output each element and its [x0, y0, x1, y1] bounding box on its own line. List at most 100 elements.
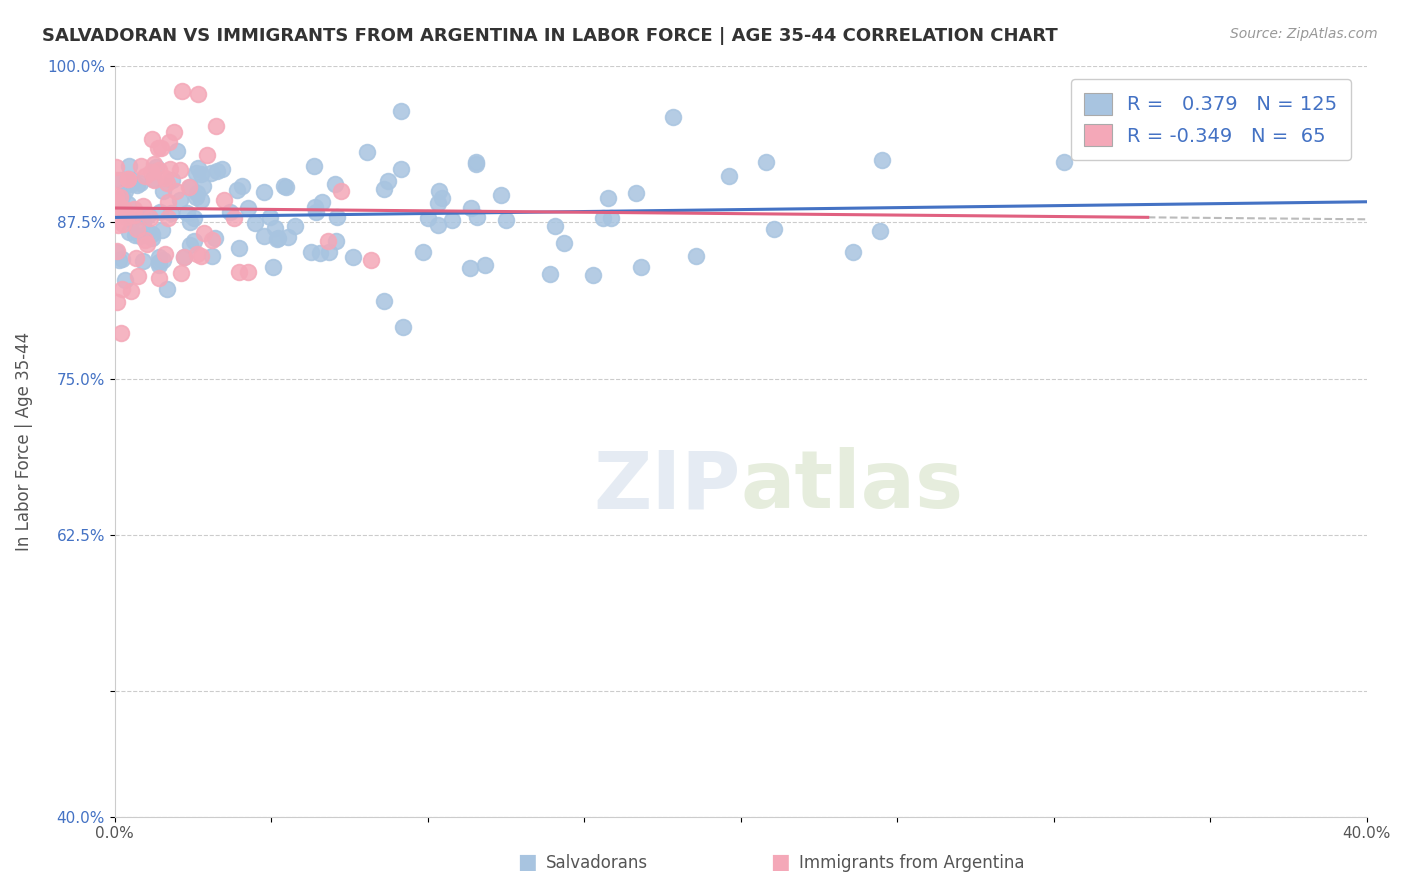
Point — [128, 228, 150, 243]
Point — [118, 225, 141, 239]
Point — [131, 253, 153, 268]
Point — [179, 179, 201, 194]
Point — [212, 193, 235, 207]
Point — [136, 208, 159, 222]
Text: Immigrants from Argentina: Immigrants from Argentina — [799, 855, 1024, 872]
Point — [190, 249, 212, 263]
Point — [219, 205, 242, 219]
Point — [127, 221, 149, 235]
Point — [160, 205, 183, 219]
Point — [326, 210, 349, 224]
Point — [173, 250, 195, 264]
Point — [325, 234, 347, 248]
Point — [159, 135, 181, 149]
Point — [105, 244, 128, 259]
Text: atlas: atlas — [741, 447, 965, 525]
Point — [342, 250, 364, 264]
Point — [299, 244, 322, 259]
Point — [124, 228, 146, 243]
Point — [134, 169, 156, 183]
Point — [177, 179, 200, 194]
Point — [465, 157, 488, 171]
Point — [124, 202, 146, 217]
Point — [141, 132, 163, 146]
Point — [166, 145, 188, 159]
Point — [495, 213, 517, 227]
Point — [110, 326, 132, 340]
Point — [142, 173, 165, 187]
Point — [125, 251, 148, 265]
Point — [360, 252, 382, 267]
Point — [599, 211, 621, 226]
Point — [107, 218, 129, 232]
Point — [141, 231, 163, 245]
Point — [165, 184, 187, 198]
Point — [169, 194, 191, 208]
Point — [427, 184, 450, 198]
Point — [136, 236, 159, 251]
Point — [148, 258, 170, 272]
Point — [187, 161, 209, 176]
Point — [430, 191, 453, 205]
Point — [356, 145, 378, 160]
Point — [412, 245, 434, 260]
Point — [131, 209, 153, 223]
Point — [169, 266, 191, 280]
Point — [115, 210, 138, 224]
Point — [163, 125, 186, 139]
Point — [190, 193, 212, 207]
Point — [538, 267, 561, 281]
Text: ■: ■ — [517, 853, 537, 872]
Point — [553, 236, 575, 251]
Point — [145, 160, 167, 174]
Point — [426, 196, 449, 211]
Point — [148, 163, 170, 178]
Point — [598, 191, 620, 205]
Point — [148, 271, 170, 285]
Point — [308, 246, 330, 260]
Point — [458, 261, 481, 276]
Point — [117, 197, 139, 211]
Point — [138, 211, 160, 225]
Point — [582, 268, 605, 282]
Legend: R =   0.379   N = 125, R = -0.349   N =  65: R = 0.379 N = 125, R = -0.349 N = 65 — [1071, 79, 1351, 160]
Point — [105, 294, 128, 309]
Point — [311, 194, 333, 209]
Point — [243, 216, 266, 230]
Point — [186, 246, 208, 260]
Point — [416, 211, 439, 226]
Point — [139, 165, 162, 179]
Point — [630, 260, 652, 275]
Point — [305, 205, 328, 219]
Point — [236, 265, 259, 279]
Point — [323, 178, 346, 192]
Point — [179, 214, 201, 228]
Point — [253, 185, 276, 199]
Point — [330, 184, 353, 198]
Point — [426, 218, 449, 232]
Point — [200, 166, 222, 180]
Point — [149, 204, 172, 219]
Point — [373, 294, 395, 309]
Point — [872, 153, 894, 168]
Point — [491, 187, 513, 202]
Text: Salvadorans: Salvadorans — [546, 855, 648, 872]
Point — [136, 226, 159, 240]
Point — [179, 237, 201, 252]
Point — [127, 268, 149, 283]
Point — [201, 249, 224, 263]
Point — [159, 161, 181, 176]
Point — [304, 159, 326, 173]
Point — [127, 178, 149, 193]
Point — [755, 154, 778, 169]
Point — [460, 201, 482, 215]
Point — [183, 235, 205, 249]
Point — [120, 284, 142, 298]
Point — [186, 166, 208, 180]
Point — [228, 265, 250, 279]
Point — [318, 244, 340, 259]
Point — [132, 215, 155, 229]
Point — [273, 179, 295, 194]
Point — [142, 172, 165, 186]
Point — [253, 228, 276, 243]
